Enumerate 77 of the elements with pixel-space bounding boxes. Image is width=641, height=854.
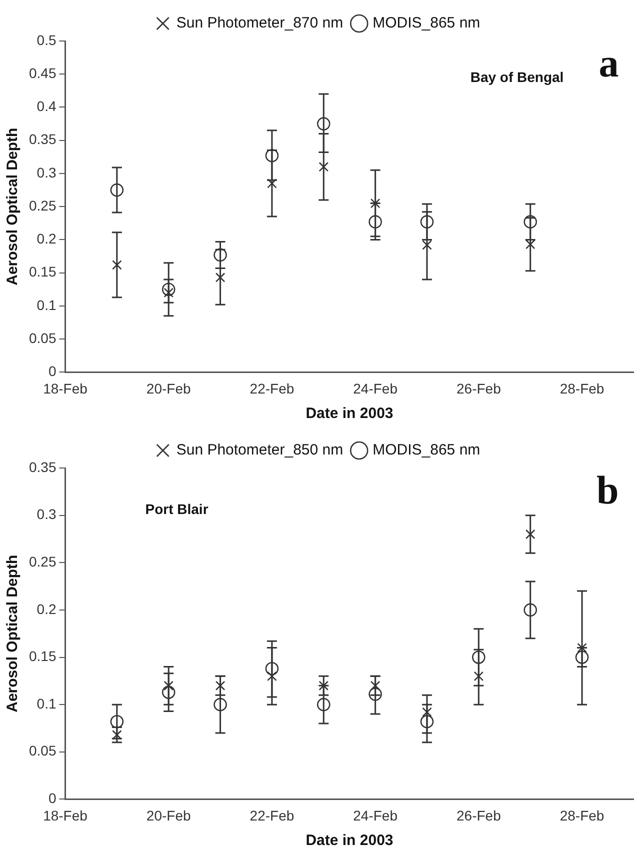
y-tick-label: 0.05 bbox=[29, 742, 56, 759]
x-tick-label: 18-Feb bbox=[43, 380, 88, 396]
y-tick-label: 0 bbox=[48, 790, 56, 806]
x-tick-label: 26-Feb bbox=[456, 380, 502, 396]
y-tick-label: 0.25 bbox=[29, 553, 56, 570]
point bbox=[265, 148, 279, 162]
y-tick-label: 0.2 bbox=[36, 600, 56, 617]
legend-label: Sun Photometer_870 nm bbox=[176, 14, 344, 32]
point bbox=[215, 272, 226, 282]
annotation: Port Blair bbox=[145, 500, 209, 517]
y-tick-label: 0.3 bbox=[36, 164, 56, 180]
x-axis-title: Date in 2003 bbox=[306, 832, 394, 850]
y-tick-label: 0.05 bbox=[29, 330, 56, 346]
legend-label: MODIS_865 nm bbox=[372, 14, 480, 32]
point bbox=[525, 239, 536, 250]
point bbox=[112, 260, 122, 270]
x-tick-label: 28-Feb bbox=[560, 807, 604, 824]
point bbox=[162, 282, 176, 296]
point bbox=[318, 162, 329, 172]
annotation: b bbox=[596, 467, 619, 512]
y-tick-label: 0.1 bbox=[36, 695, 56, 712]
point bbox=[577, 642, 587, 653]
point bbox=[524, 215, 537, 228]
x-tick-label: 20-Feb bbox=[146, 380, 191, 396]
annotation: a bbox=[598, 40, 619, 86]
x-tick-label: 24-Feb bbox=[353, 807, 398, 824]
y-tick-label: 0.4 bbox=[36, 98, 56, 114]
y-tick-label: 0 bbox=[48, 363, 56, 380]
y-tick-label: 0.5 bbox=[36, 32, 56, 48]
legend-label: MODIS_865 nm bbox=[372, 442, 480, 459]
point bbox=[524, 603, 537, 617]
point bbox=[110, 714, 124, 728]
point bbox=[267, 178, 277, 188]
y-tick-label: 0.3 bbox=[36, 506, 56, 522]
y-axis-title: Aerosol Optical Depth bbox=[4, 554, 22, 712]
point bbox=[265, 662, 279, 676]
y-tick-label: 0.2 bbox=[36, 230, 56, 247]
point bbox=[164, 680, 174, 691]
legend-label: Sun Photometer_850 nm bbox=[176, 442, 344, 459]
point bbox=[472, 650, 486, 664]
x-tick-label: 26-Feb bbox=[456, 807, 502, 824]
y-tick-label: 0.45 bbox=[29, 64, 56, 81]
point bbox=[267, 671, 277, 682]
x-axis-title: Date in 2003 bbox=[306, 405, 394, 422]
y-tick-label: 0.15 bbox=[29, 648, 56, 664]
y-tick-label: 0.1 bbox=[36, 296, 56, 313]
point bbox=[368, 215, 382, 228]
y-tick-label: 0.15 bbox=[29, 264, 56, 280]
x-tick-label: 20-Feb bbox=[146, 807, 191, 824]
y-axis-title: Aerosol Optical Depth bbox=[4, 128, 22, 286]
point bbox=[422, 240, 432, 250]
point bbox=[422, 707, 432, 718]
x-tick-label: 18-Feb bbox=[43, 807, 88, 824]
x-tick-label: 22-Feb bbox=[250, 380, 294, 396]
point bbox=[214, 248, 227, 262]
x-tick-label: 22-Feb bbox=[250, 807, 294, 824]
point bbox=[316, 698, 330, 712]
point bbox=[420, 714, 434, 728]
point bbox=[162, 686, 176, 699]
point bbox=[370, 680, 380, 691]
point bbox=[575, 650, 589, 664]
point bbox=[474, 671, 484, 682]
x-tick-label: 24-Feb bbox=[353, 380, 398, 396]
point bbox=[110, 183, 124, 197]
x-tick-label: 28-Feb bbox=[560, 380, 604, 396]
point bbox=[370, 198, 380, 208]
annotation: Bay of Bengal bbox=[470, 68, 564, 85]
point bbox=[368, 688, 382, 701]
y-tick-label: 0.35 bbox=[29, 131, 56, 148]
y-tick-label: 0.25 bbox=[29, 197, 56, 214]
y-tick-label: 0.35 bbox=[29, 458, 56, 475]
point bbox=[316, 117, 330, 130]
point bbox=[525, 529, 536, 540]
point bbox=[214, 698, 227, 712]
point bbox=[215, 680, 226, 691]
point bbox=[318, 680, 329, 691]
point bbox=[420, 215, 434, 228]
